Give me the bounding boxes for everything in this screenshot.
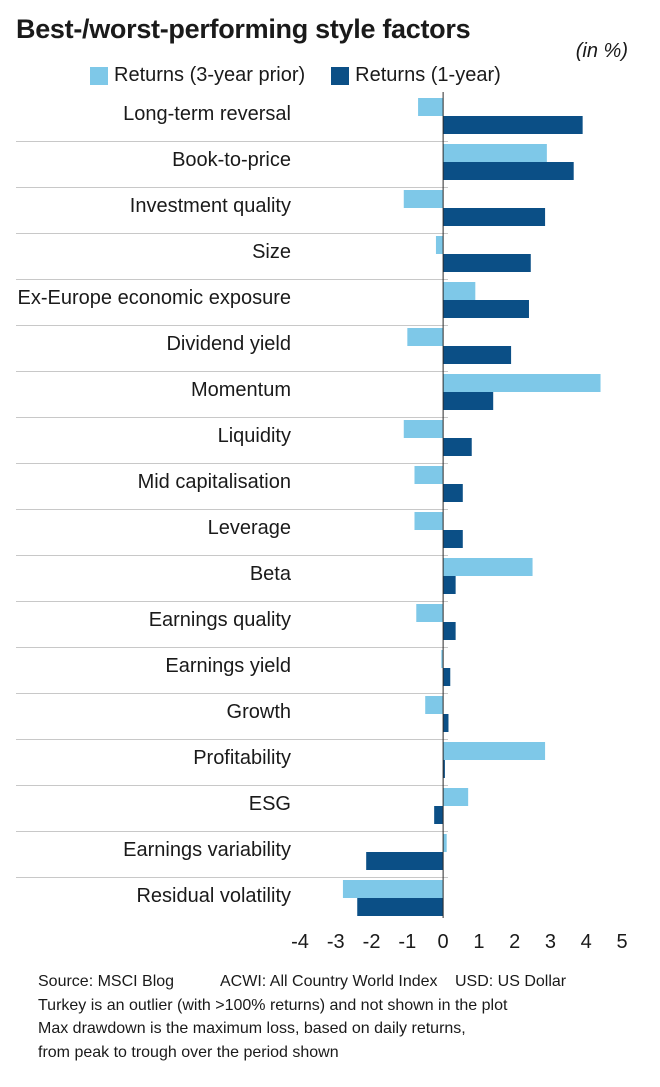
x-tick-label: -4 [291,931,309,953]
acwi-note: ACWI: All Country World Index [220,973,438,990]
chart-title: Best-/worst-performing style factors [16,14,471,44]
legend-item-1yr: Returns (1-year) [331,64,501,87]
bar-3yr [407,328,444,346]
legend: Returns (3-year prior) Returns (1-year) [90,64,501,87]
x-tick-label: -1 [398,931,416,953]
legend-item-3yr: Returns (3-year prior) [90,64,305,87]
legend-label-1yr: Returns (1-year) [355,64,501,86]
bar-3yr [443,144,547,162]
x-tick-label: -2 [363,931,381,953]
bar-1yr [443,208,546,226]
category-label: Size [252,241,291,263]
bar-3yr [441,650,444,668]
bar-1yr [443,668,451,686]
category-label: Book-to-price [172,149,291,171]
usd-note: USD: US Dollar [455,973,567,990]
category-label: Earnings yield [165,655,291,677]
bar-3yr [443,834,447,852]
bar-1yr [443,484,463,502]
bar-1yr [443,576,456,594]
bar-3yr [435,236,444,254]
bar-3yr [342,880,444,898]
bar-1yr [366,852,444,870]
category-label: ESG [249,793,291,815]
x-tick-label: 2 [509,931,520,953]
bar-3yr [443,742,546,760]
category-label: Growth [227,701,291,723]
legend-label-3yr: Returns (3-year prior) [114,64,306,86]
bar-3yr [443,788,469,806]
bar-3yr [443,374,601,392]
bar-1yr [443,714,449,732]
legend-swatch-3yr [90,66,108,85]
bar-3yr [414,512,444,530]
category-label: Profitability [193,747,291,769]
bar-1yr [443,760,445,778]
category-label: Residual volatility [136,885,291,907]
legend-swatch-1yr [331,66,350,85]
x-tick-label: 0 [438,931,449,953]
category-label: Liquidity [218,425,291,447]
category-label: Mid capitalisation [138,471,291,493]
source-note: Source: MSCI Blog [38,973,175,990]
bar-1yr [443,346,512,364]
x-tick-label: 3 [545,931,556,953]
bar-3yr [403,420,444,438]
bar-3yr [425,696,444,714]
unit-label: (in %) [575,40,628,62]
bar-3yr [414,466,444,484]
bar-1yr [443,622,456,640]
bar-1yr [443,116,583,134]
drawdown-note-2: from peak to trough over the period show… [38,1043,339,1061]
bar-chart: Long-term reversal Book-to-price Investmen… [16,92,628,953]
category-label: Beta [250,563,292,585]
x-tick-label: 1 [473,931,484,953]
category-label: Dividend yield [166,333,291,355]
drawdown-note: Max drawdown is the maximum loss, based … [38,1020,466,1037]
category-label: Ex-Europe economic exposure [18,287,291,309]
category-label: Long-term reversal [123,103,291,125]
x-tick-label: 4 [581,931,592,953]
category-label: Earnings variability [123,839,291,861]
bar-1yr [443,300,529,318]
bar-1yr [443,254,531,272]
x-tick-label: 5 [616,931,627,953]
bar-3yr [443,558,533,576]
bar-1yr [443,530,463,548]
bar-1yr [443,392,494,410]
bar-3yr [418,98,444,116]
bar-3yr [443,282,476,300]
footer-notes: Source: MSCI Blog ACWI: All Country Worl… [38,970,566,1064]
category-label: Leverage [208,517,291,539]
bar-3yr [403,190,444,208]
category-label: Earnings quality [149,609,291,631]
bar-1yr [357,898,444,916]
x-tick-label: -3 [327,931,345,953]
bar-1yr [443,438,472,456]
category-label: Investment quality [130,195,291,217]
category-label: Momentum [191,379,291,401]
bar-1yr [434,806,444,824]
bar-1yr [443,162,574,180]
bar-3yr [416,604,444,622]
turkey-note: Turkey is an outlier (with >100% returns… [38,996,508,1014]
